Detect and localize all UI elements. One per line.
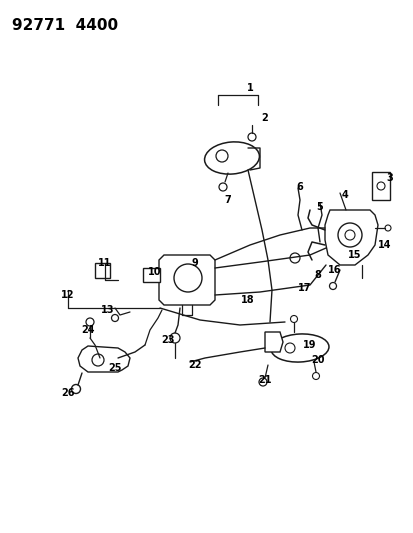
Text: 25: 25 — [108, 363, 121, 373]
Text: 13: 13 — [101, 305, 114, 315]
Polygon shape — [78, 346, 130, 372]
Polygon shape — [159, 255, 214, 305]
Polygon shape — [95, 263, 110, 278]
Text: 21: 21 — [258, 375, 271, 385]
Polygon shape — [324, 210, 377, 265]
Text: 12: 12 — [61, 290, 75, 300]
Text: 2: 2 — [261, 113, 268, 123]
Polygon shape — [371, 172, 389, 200]
Ellipse shape — [271, 334, 328, 362]
Text: 23: 23 — [161, 335, 174, 345]
Text: 9: 9 — [191, 258, 198, 268]
Text: 7: 7 — [224, 195, 231, 205]
Text: 11: 11 — [98, 258, 112, 268]
Text: 8: 8 — [314, 270, 320, 280]
Polygon shape — [142, 268, 159, 282]
Text: 26: 26 — [61, 388, 75, 398]
Ellipse shape — [204, 142, 259, 174]
Text: 14: 14 — [377, 240, 391, 250]
Text: 20: 20 — [311, 355, 324, 365]
Text: 17: 17 — [297, 283, 311, 293]
Text: 1: 1 — [246, 83, 253, 93]
Text: 19: 19 — [302, 340, 316, 350]
Text: 15: 15 — [347, 250, 361, 260]
Polygon shape — [264, 332, 282, 352]
Text: 92771  4400: 92771 4400 — [12, 18, 118, 33]
Text: 4: 4 — [341, 190, 347, 200]
Text: 10: 10 — [148, 267, 161, 277]
Text: 22: 22 — [188, 360, 201, 370]
Text: 6: 6 — [296, 182, 303, 192]
Text: 5: 5 — [316, 202, 323, 212]
Text: 24: 24 — [81, 325, 95, 335]
Text: 3: 3 — [386, 173, 392, 183]
Text: 16: 16 — [328, 265, 341, 275]
Text: 18: 18 — [241, 295, 254, 305]
